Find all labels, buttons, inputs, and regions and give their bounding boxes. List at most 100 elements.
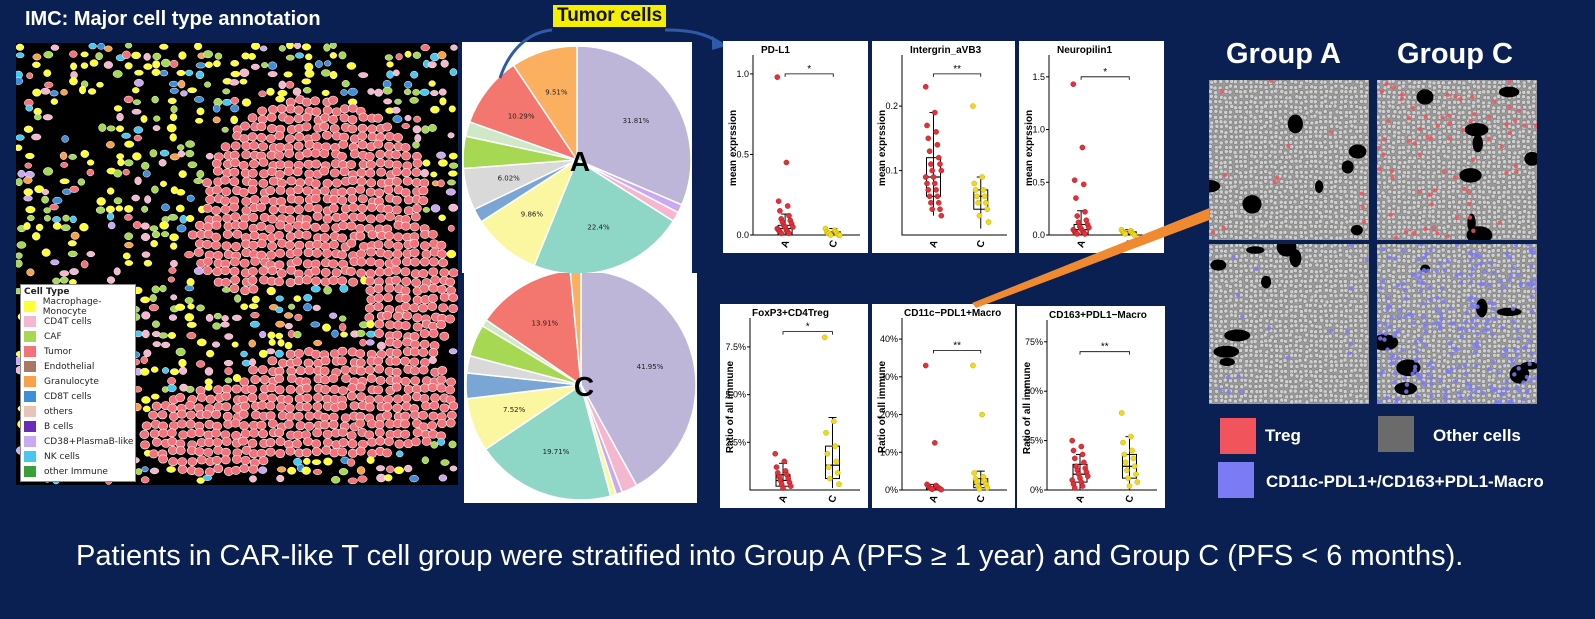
tissue-cell [1309,323,1315,329]
tissue-cell [1338,252,1344,258]
tissue-cell [1283,129,1289,135]
tissue-cell [1277,103,1283,109]
cell [339,323,347,332]
tissue-cell [1254,218,1260,224]
chart-title: Neuropilin1 [1057,45,1112,56]
cell [212,116,221,124]
cell [149,149,158,158]
y-tick-label: 0.1 [885,166,898,176]
cell [404,114,412,122]
cell [194,43,203,51]
data-point [1129,447,1135,454]
tissue-cell [1501,79,1507,85]
tissue-cell [1253,84,1259,90]
tumor-cell [141,421,152,431]
marked-cell [1381,152,1386,157]
cell [44,81,54,88]
data-point [980,187,987,193]
cell [231,314,242,321]
data-point [1079,483,1086,489]
tissue-cell [1420,159,1426,165]
tumor-cell [256,221,267,231]
tissue-cell [1475,205,1481,211]
tissue-cell [1273,99,1279,105]
tissue-cell [1532,119,1538,125]
tissue-cell [1510,223,1516,229]
cell [195,360,206,368]
tumor-cell [275,160,286,170]
tissue-cell [1328,378,1334,384]
tissue-cell [1208,317,1213,323]
cell [278,45,286,52]
tumor-cell [212,185,222,195]
tissue-cell [1279,139,1284,145]
tumor-cell [346,186,357,196]
tissue-cell [1248,359,1254,364]
tissue-cell [1258,94,1263,100]
cell [276,466,287,473]
tissue-cell [1308,229,1314,235]
tissue-cell [1253,378,1259,384]
tumor-cell [301,448,312,458]
tissue-cell [1531,134,1537,140]
tissue-cell [1278,298,1284,304]
tissue-cell [1338,235,1344,241]
tumor-cell [177,464,188,474]
tumor-cell [427,421,438,431]
tissue-cell [1254,319,1259,324]
tissue-cell [1353,99,1359,105]
cell [251,43,261,50]
tissue-cell [1323,353,1329,359]
cell [321,89,330,97]
tissue-cell [1376,128,1382,134]
tissue-cell [1332,249,1338,255]
tumor-cell [257,400,268,410]
tumor-cell [250,375,261,385]
tissue-cell [1322,343,1328,349]
cell [166,123,177,133]
tissue-cell [1522,169,1528,174]
tissue-cell [1470,183,1476,189]
legend-item: other Immune [21,464,135,479]
data-point [1078,443,1085,450]
tissue-cell [1259,358,1264,364]
tumor-cell [419,257,430,267]
y-tick-label: 0% [885,485,898,495]
tissue-cell [1530,228,1536,234]
cell [386,70,394,79]
tumor-cell [355,446,366,456]
tissue-gap [1242,195,1262,213]
tissue-cell [1213,373,1219,379]
tissue-cell [1422,149,1427,155]
cell [329,312,338,319]
tissue-cell [1456,178,1461,184]
tissue-cell [1522,104,1528,110]
tissue-cell [1352,118,1358,124]
tissue-cell [1273,113,1278,119]
tissue-cell [1482,145,1488,151]
tissue-cell [1248,368,1254,374]
data-point [1070,81,1077,88]
tissue-cell [1237,319,1243,324]
tissue-cell [1288,359,1294,365]
tissue-cell [1323,373,1329,379]
cell [293,331,302,339]
tumor-cell [337,250,347,260]
tissue-cell [1319,333,1325,339]
tissue-cell [1237,367,1243,373]
tissue-cell [1294,328,1300,334]
tissue-cell [1343,113,1349,119]
cell [447,224,455,232]
tissue-cell [1364,119,1369,125]
tissue-cell [1243,268,1249,273]
tissue-cell [1329,363,1335,369]
marked-cell [1412,141,1417,146]
cell [187,161,198,169]
tissue-cell [1376,99,1382,105]
tumor-cell [428,257,439,267]
tissue-cell [1243,163,1249,169]
data-point [825,464,832,470]
tissue-cell [1279,313,1285,319]
tissue-cell [1274,363,1279,368]
tissue-cell [1521,114,1527,120]
